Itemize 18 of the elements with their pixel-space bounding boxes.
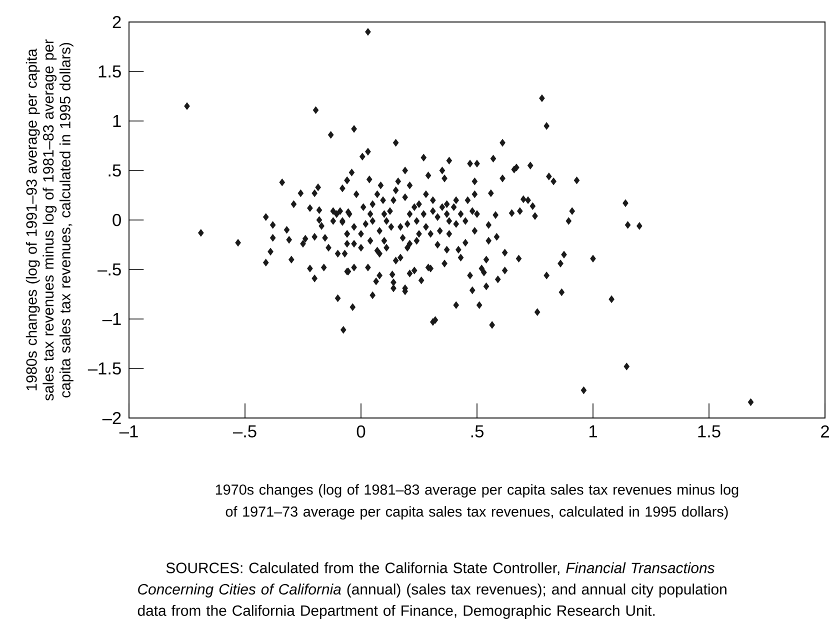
x-tick-label: 0: [356, 425, 366, 438]
y-tick-label: 0: [112, 214, 121, 226]
y-tick-label: 2: [112, 16, 121, 28]
y-axis-title: 1980s changes (log of 1991–93 average per capita sales tax revenues minus log of 1981–83 average per capita sales tax revenues, calculated in 1995 dollars): [26, 39, 74, 401]
y-tick-label: 1.5: [98, 65, 121, 78]
x-tick-label: 1.5: [698, 425, 720, 438]
x-tick-label: 1: [590, 425, 597, 438]
text: SOURCES: Calculated from the California State Controller, Financial Transactions Concerning Cities of California (annual) (sales tax revenues); and annual city population data from the California Department of Finance, Demographic Research Unit.: [138, 562, 726, 619]
y-tick-label: –1: [102, 313, 121, 325]
y-tick-label: –2: [102, 412, 121, 424]
y-tick-label: .5: [108, 164, 121, 177]
y-tick-label: –1.5: [88, 362, 121, 375]
x-tick-label: –.5: [232, 425, 256, 438]
x-axis-title: 1970s changes (log of 1981–83 average per capita sales tax revenues minus log of 1971–73 average per capita sales tax revenues, calculated in 1995 dollars): [216, 484, 738, 520]
x-tick-label: .5: [471, 425, 484, 438]
y-tick-label: 1: [113, 115, 121, 127]
y-tick-label: –.5: [98, 263, 121, 276]
x-tick-label: 2: [821, 425, 829, 438]
